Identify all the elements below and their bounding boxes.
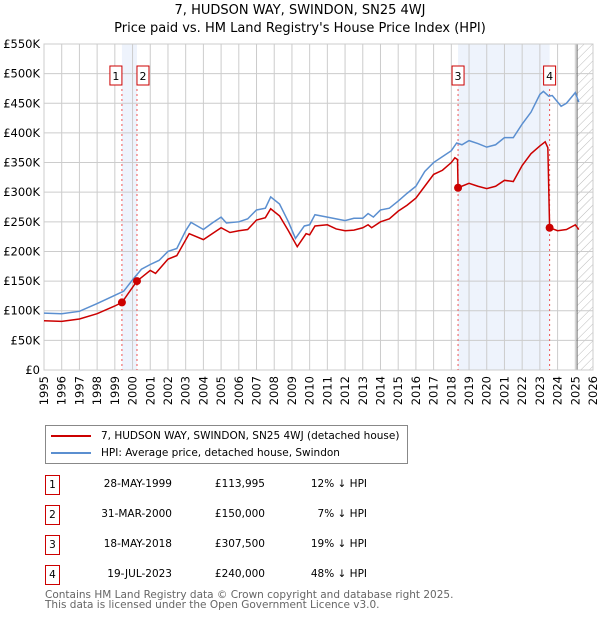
shaded-period (458, 44, 550, 370)
x-tick-label: 2012 (338, 376, 352, 405)
sale-label: 1 (112, 70, 119, 83)
y-tick-label: £50K (11, 333, 41, 347)
y-tick-label: £200K (3, 244, 40, 258)
transaction-hpi-diff: 48% ↓ HPI (310, 568, 367, 580)
x-tick-label: 2022 (515, 376, 529, 405)
y-tick-label: £300K (3, 185, 40, 199)
y-tick-label: £0 (25, 363, 40, 377)
shaded-period (121, 44, 137, 370)
transaction-date: 19-JUL-2023 (107, 568, 172, 580)
x-tick-label: 2017 (427, 376, 441, 405)
transaction-hpi-diff: 19% ↓ HPI (310, 538, 367, 550)
transaction-row: 4 19-JUL-2023 £240,000 48% ↓ HPI (45, 565, 465, 585)
x-tick-label: 2005 (214, 376, 228, 405)
transaction-hpi-diff: 12% ↓ HPI (310, 478, 367, 490)
property-price-line (43, 140, 580, 323)
sale-label-box (543, 65, 557, 86)
x-tick-label: 2020 (480, 376, 494, 405)
sale-point (454, 183, 463, 192)
transaction-date: 18-MAY-2018 (103, 538, 172, 550)
sale-point (132, 277, 141, 286)
sale-point (545, 223, 554, 232)
x-tick-label: 2014 (373, 376, 387, 405)
x-tick-label: 2013 (356, 376, 370, 405)
transaction-hpi-diff: 7% ↓ HPI (314, 508, 367, 520)
x-tick-label: 2018 (444, 376, 458, 405)
chart-title: 7, HUDSON WAY, SWINDON, SN25 4WJ (174, 3, 426, 18)
y-tick-label: £250K (3, 215, 40, 229)
x-tick-label: 2023 (533, 376, 547, 405)
transaction-number: 3 (45, 535, 60, 555)
x-tick-label: 2016 (409, 376, 423, 405)
plot-frame (43, 43, 594, 371)
x-tick-label: 1999 (108, 376, 122, 405)
x-tick-label: 1998 (90, 376, 104, 405)
legend-red-line (51, 435, 91, 437)
footer-line2: This data is licensed under the Open Gov… (45, 599, 380, 611)
x-tick-label: 2003 (179, 376, 193, 405)
x-tick-label: 2008 (267, 376, 281, 405)
x-tick-label: 1997 (72, 376, 86, 405)
x-tick-label: 2007 (250, 376, 264, 405)
transaction-row: 3 18-MAY-2018 £307,500 19% ↓ HPI (45, 535, 465, 555)
transaction-price: £150,000 (214, 508, 265, 520)
x-tick-label: 1996 (55, 376, 69, 405)
x-tick-label: 2006 (232, 376, 246, 405)
x-tick-label: 1995 (37, 376, 51, 405)
transaction-price: £307,500 (214, 538, 265, 550)
transaction-row: 1 28-MAY-1999 £113,995 12% ↓ HPI (45, 475, 465, 495)
transaction-price: £240,000 (214, 568, 265, 580)
legend-hpi: HPI: Average price, detached house, Swin… (101, 447, 340, 459)
x-tick-label: 2021 (497, 376, 511, 405)
x-tick-label: 2011 (320, 376, 334, 405)
chart-subtitle: Price paid vs. HM Land Registry's House … (114, 21, 486, 36)
future-hatch (577, 44, 593, 370)
x-tick-label: 2000 (126, 376, 140, 405)
y-tick-label: £500K (3, 67, 40, 81)
sale-label-box (136, 65, 150, 86)
x-tick-label: 2002 (161, 376, 175, 405)
legend-property: 7, HUDSON WAY, SWINDON, SN25 4WJ (detach… (101, 430, 400, 442)
y-tick-label: £400K (3, 126, 40, 140)
x-tick-label: 2009 (285, 376, 299, 405)
sale-label: 3 (455, 70, 462, 83)
sale-label: 2 (139, 70, 146, 83)
sale-label: 4 (546, 70, 553, 83)
footer: Contains HM Land Registry data © Crown c… (45, 589, 454, 611)
transaction-row: 2 31-MAR-2000 £150,000 7% ↓ HPI (45, 505, 465, 525)
footer-line1: Contains HM Land Registry data © Crown c… (45, 589, 454, 601)
price-chart: 1995 1996 1997 1998 1999 2000 2001 2002 2003 2004… (3, 37, 600, 405)
x-tick-label: 2015 (391, 376, 405, 405)
hpi-line (43, 90, 580, 315)
transaction-number: 1 (45, 475, 60, 495)
x-tick-label: 2024 (551, 376, 565, 405)
x-tick-label: 2019 (462, 376, 476, 405)
y-tick-label: £550K (3, 37, 40, 51)
transaction-price: £113,995 (214, 478, 265, 490)
transaction-number: 2 (45, 505, 60, 525)
y-tick-label: £150K (3, 274, 40, 288)
transaction-number: 4 (45, 565, 60, 585)
x-tick-label: 2010 (303, 376, 317, 405)
transaction-date: 28-MAY-1999 (103, 478, 172, 490)
y-tick-label: £100K (3, 304, 40, 318)
x-tick-label: 2025 (568, 376, 582, 405)
transaction-date: 31-MAR-2000 (101, 508, 172, 520)
y-tick-label: £450K (3, 96, 40, 110)
legend: 7, HUDSON WAY, SWINDON, SN25 4WJ (detach… (45, 425, 408, 464)
legend-blue-line (51, 452, 91, 454)
sale-label-box (451, 65, 465, 86)
x-tick-label: 2026 (586, 376, 600, 405)
sale-label-box (109, 65, 123, 86)
x-tick-label: 2004 (196, 376, 210, 405)
x-tick-label: 2001 (143, 376, 157, 405)
y-tick-label: £350K (3, 156, 40, 170)
sale-point (117, 298, 126, 307)
